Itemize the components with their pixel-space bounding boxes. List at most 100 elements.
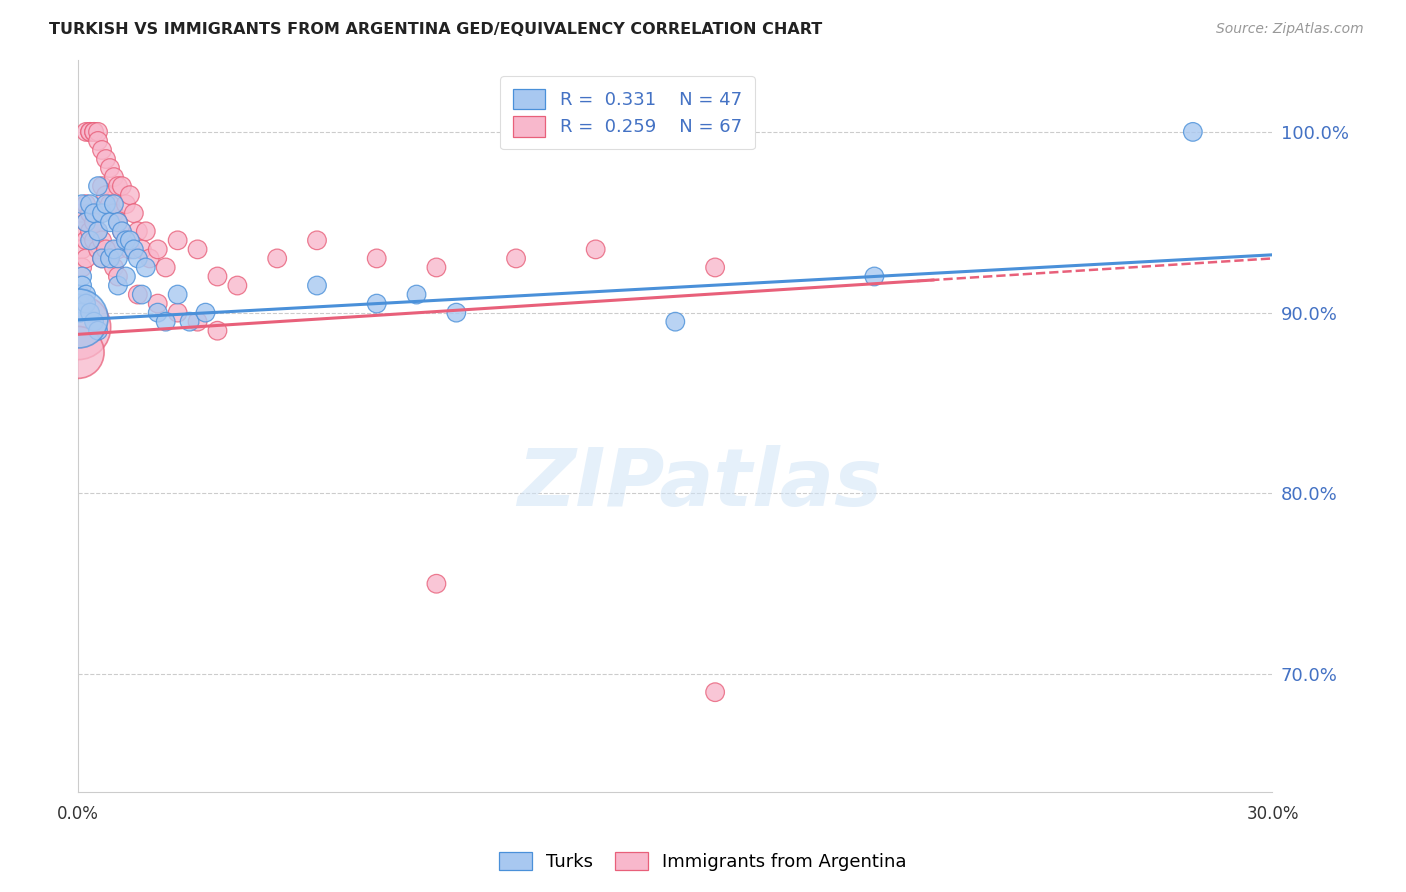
Point xyxy=(79,233,101,247)
Point xyxy=(91,233,114,247)
Point xyxy=(366,296,388,310)
Point xyxy=(127,224,149,238)
Point xyxy=(166,305,188,319)
Point xyxy=(75,252,97,266)
Point xyxy=(146,305,169,319)
Point xyxy=(70,269,93,284)
Point xyxy=(664,315,686,329)
Point xyxy=(111,224,134,238)
Point xyxy=(79,305,101,319)
Point xyxy=(111,224,134,238)
Point xyxy=(70,206,93,220)
Legend: Turks, Immigrants from Argentina: Turks, Immigrants from Argentina xyxy=(492,845,914,879)
Point xyxy=(103,170,125,185)
Point xyxy=(115,197,138,211)
Point xyxy=(135,224,157,238)
Point xyxy=(94,188,117,202)
Point xyxy=(87,324,110,338)
Point xyxy=(135,260,157,275)
Point xyxy=(94,243,117,257)
Point xyxy=(98,252,121,266)
Point xyxy=(83,315,105,329)
Point xyxy=(118,243,141,257)
Point xyxy=(122,243,145,257)
Point xyxy=(107,179,129,194)
Point xyxy=(91,179,114,194)
Point xyxy=(87,224,110,238)
Point xyxy=(75,233,97,247)
Point xyxy=(155,315,177,329)
Point xyxy=(194,305,217,319)
Point xyxy=(67,345,90,359)
Point xyxy=(266,252,288,266)
Point xyxy=(91,252,114,266)
Point xyxy=(131,287,153,301)
Point xyxy=(187,243,209,257)
Point xyxy=(91,206,114,220)
Point xyxy=(118,188,141,202)
Point xyxy=(98,197,121,211)
Point xyxy=(122,206,145,220)
Point xyxy=(127,287,149,301)
Point xyxy=(107,278,129,293)
Point xyxy=(107,243,129,257)
Point xyxy=(146,296,169,310)
Point xyxy=(94,152,117,166)
Point xyxy=(207,324,229,338)
Text: ZIPatlas: ZIPatlas xyxy=(516,445,882,523)
Point xyxy=(166,287,188,301)
Point xyxy=(79,206,101,220)
Point xyxy=(79,125,101,139)
Point xyxy=(70,278,93,293)
Point xyxy=(103,206,125,220)
Point xyxy=(79,125,101,139)
Point xyxy=(87,243,110,257)
Point xyxy=(166,233,188,247)
Point xyxy=(83,233,105,247)
Point xyxy=(87,125,110,139)
Point xyxy=(98,252,121,266)
Point xyxy=(83,206,105,220)
Point xyxy=(1181,125,1204,139)
Point xyxy=(179,315,201,329)
Point xyxy=(75,215,97,229)
Point xyxy=(405,287,427,301)
Point xyxy=(115,269,138,284)
Point xyxy=(67,311,90,326)
Point xyxy=(146,243,169,257)
Point xyxy=(107,269,129,284)
Text: TURKISH VS IMMIGRANTS FROM ARGENTINA GED/EQUIVALENCY CORRELATION CHART: TURKISH VS IMMIGRANTS FROM ARGENTINA GED… xyxy=(49,22,823,37)
Legend: R =  0.331    N = 47, R =  0.259    N = 67: R = 0.331 N = 47, R = 0.259 N = 67 xyxy=(501,76,755,149)
Point xyxy=(103,197,125,211)
Point xyxy=(139,252,162,266)
Point xyxy=(98,161,121,175)
Point xyxy=(103,243,125,257)
Point xyxy=(69,296,91,310)
Point xyxy=(79,197,101,211)
Point xyxy=(187,315,209,329)
Point xyxy=(107,215,129,229)
Point xyxy=(107,252,129,266)
Point xyxy=(83,215,105,229)
Point xyxy=(366,252,388,266)
Point xyxy=(446,305,468,319)
Point xyxy=(425,260,447,275)
Point xyxy=(107,215,129,229)
Point xyxy=(207,269,229,284)
Point xyxy=(127,252,149,266)
Point xyxy=(83,125,105,139)
Point xyxy=(75,197,97,211)
Point xyxy=(87,224,110,238)
Point xyxy=(115,233,138,247)
Point xyxy=(305,278,328,293)
Point xyxy=(87,179,110,194)
Point xyxy=(585,243,607,257)
Point xyxy=(75,287,97,301)
Point xyxy=(704,260,727,275)
Point xyxy=(505,252,527,266)
Point xyxy=(83,125,105,139)
Point xyxy=(79,224,101,238)
Point xyxy=(425,576,447,591)
Point xyxy=(69,305,91,319)
Point xyxy=(69,287,91,301)
